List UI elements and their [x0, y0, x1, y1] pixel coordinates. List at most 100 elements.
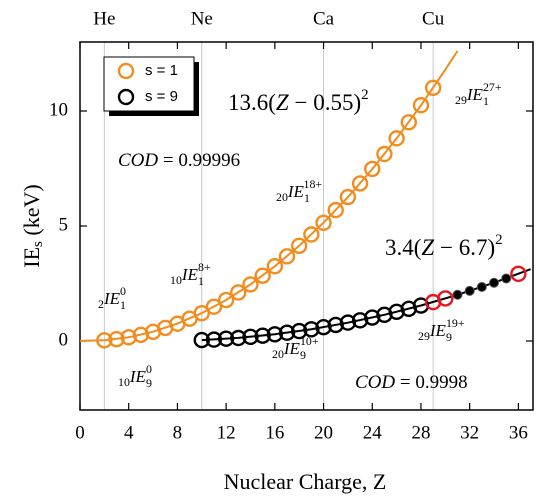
- annotation-rest: − 6.7): [434, 235, 495, 260]
- data-point: [242, 276, 259, 293]
- annotation-italic: IE: [429, 321, 447, 340]
- x-tick-label: 32: [460, 422, 479, 443]
- y-tick-label: 5: [59, 214, 69, 235]
- legend-label: s = 1: [145, 62, 178, 79]
- legend-marker: [117, 62, 135, 80]
- annotation-italic: IE: [287, 182, 305, 201]
- annotation-pre: 29: [418, 329, 430, 343]
- data-point: [96, 332, 113, 349]
- data-point: [400, 114, 417, 131]
- x-tick-label: 24: [363, 422, 383, 443]
- data-point: [278, 324, 296, 341]
- data-point: [388, 130, 405, 147]
- data-point: [230, 329, 247, 347]
- annotation-pre: 20: [276, 190, 288, 204]
- x-tick-label: 4: [124, 422, 134, 443]
- annotation: 10IE90: [118, 362, 152, 390]
- annotation-pre: 10: [118, 375, 130, 389]
- y-label-unit: (keV): [19, 184, 44, 241]
- legend-label: s = 9: [145, 88, 178, 105]
- x-axis-label: Nuclear Charge, Z: [224, 469, 387, 494]
- annotation-sup: 0: [146, 362, 152, 376]
- annotation-italic: COD: [118, 150, 158, 171]
- x-tick-label: 16: [265, 422, 284, 443]
- annotation-sub: 9: [446, 330, 452, 344]
- annotation-sub: 9: [300, 348, 306, 362]
- data-point: [266, 258, 284, 275]
- data-point: [315, 214, 332, 231]
- annotation-sup: 19+: [446, 316, 465, 330]
- x-tick-label: 8: [173, 422, 183, 443]
- annotation-sub: 9: [146, 376, 152, 390]
- y-axis-label: IEs (keV): [19, 184, 46, 267]
- data-point: [108, 330, 125, 348]
- data-point: [464, 285, 475, 296]
- data-point: [205, 298, 223, 315]
- data-point: [193, 304, 210, 322]
- annotation-italic: Z: [421, 235, 434, 260]
- data-point: [327, 201, 344, 219]
- annotation: 20IE118+: [276, 177, 322, 205]
- data-point: [303, 321, 320, 338]
- annotation-sub: 1: [120, 298, 126, 312]
- data-point: [217, 291, 235, 309]
- annotation-sup: 8+: [198, 260, 211, 274]
- data-point: [412, 97, 430, 114]
- annotation: 3.4(Z − 6.7)2: [385, 232, 503, 260]
- y-label-main: IE: [19, 247, 44, 268]
- annotation-main: 13.6(: [228, 90, 276, 115]
- annotation-italic: IE: [283, 339, 301, 358]
- data-point: [339, 188, 357, 206]
- annotation-sup: 2: [361, 87, 368, 103]
- annotation-pre: 29: [455, 93, 467, 107]
- annotation-sup: 0: [120, 284, 126, 298]
- annotation-italic: IE: [181, 265, 199, 284]
- data-point: [501, 273, 512, 284]
- data-point: [217, 330, 235, 347]
- annotation-main: 3.4(: [385, 235, 421, 260]
- annotation-italic: IE: [103, 289, 121, 308]
- x-tick-label: 0: [75, 422, 85, 443]
- x-tick-label: 36: [509, 422, 528, 443]
- data-point: [510, 265, 527, 283]
- annotation-pre: 20: [272, 347, 284, 361]
- x-tick-label: 20: [314, 422, 333, 443]
- annotation-italic: COD: [355, 372, 395, 393]
- annotation: 29IE919+: [418, 316, 465, 344]
- data-point: [242, 328, 259, 346]
- annotation-sup: 27+: [483, 80, 502, 94]
- data-point: [254, 327, 271, 344]
- data-point: [205, 331, 223, 348]
- annotation: COD = 0.9998: [355, 372, 468, 393]
- annotation-pre: 2: [98, 297, 104, 311]
- annotation-sub: 1: [483, 94, 489, 108]
- data-point: [230, 284, 247, 301]
- data-point: [476, 281, 487, 292]
- annotation-rest: = 0.99996: [158, 150, 240, 171]
- data-point: [351, 175, 369, 192]
- element-label: Ca: [313, 8, 335, 29]
- data-point: [327, 316, 344, 334]
- data-point: [437, 290, 454, 307]
- data-point: [278, 248, 296, 265]
- annotation-rest: = 0.9998: [395, 372, 467, 393]
- annotation-sup: 10+: [300, 334, 319, 348]
- y-tick-label: 10: [49, 99, 68, 120]
- annotation: 29IE127+: [455, 80, 502, 108]
- annotation-sub: 1: [198, 274, 204, 288]
- legend-box: [103, 56, 195, 112]
- y-label-sub: s: [30, 241, 46, 247]
- data-point: [290, 322, 308, 340]
- data-point: [254, 267, 271, 284]
- element-label: He: [93, 8, 115, 29]
- annotation: 10IE18+: [170, 260, 211, 288]
- x-tick-label: 28: [411, 422, 430, 443]
- annotation-sub: 1: [304, 191, 310, 205]
- y-tick-label: 0: [59, 329, 69, 350]
- annotation-italic: IE: [129, 367, 147, 386]
- annotation-italic: Z: [276, 90, 289, 115]
- x-tick-label: 12: [217, 422, 236, 443]
- annotation-pre: 10: [170, 273, 182, 287]
